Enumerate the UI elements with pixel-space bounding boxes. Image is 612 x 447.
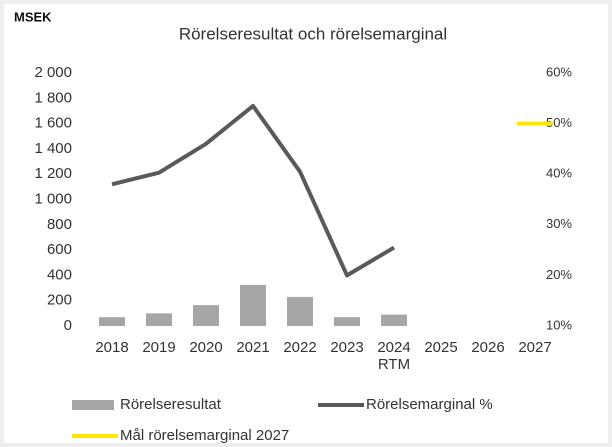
y-tick-label: 200: [47, 292, 72, 309]
chart-title: Rörelseresultat och rörelsemarginal: [179, 24, 447, 43]
y2-tick-label: 40%: [546, 166, 572, 181]
legend-label: Rörelseresultat: [120, 396, 222, 413]
x-tick-label: 2018: [95, 339, 129, 356]
y-tick-label: 0: [64, 317, 72, 334]
x-tick-label: 2023: [330, 339, 364, 356]
bar: [334, 317, 360, 326]
x-tick-label: 2026: [471, 339, 505, 356]
bar: [240, 284, 266, 326]
y-tick-label: 2 000: [34, 64, 72, 81]
bar: [99, 317, 125, 326]
x-tick-label: 2025: [424, 339, 458, 356]
x-tick-label: 2022: [283, 339, 317, 356]
y-axis-label: MSEK: [14, 9, 52, 24]
bar: [193, 305, 219, 326]
x-tick-label: 2027: [518, 339, 552, 356]
y2-tick-label: 30%: [546, 216, 572, 231]
x-tick-label: 2020: [189, 339, 223, 356]
x-tick-label: 2019: [142, 339, 176, 356]
y-tick-label: 1 400: [34, 140, 72, 157]
y-tick-label: 400: [47, 266, 72, 283]
y-tick-label: 1 200: [34, 165, 72, 182]
y-tick-label: 1 600: [34, 115, 72, 132]
line: [111, 103, 396, 278]
legend-label: Rörelsemarginal %: [366, 396, 493, 413]
bar: [146, 313, 172, 326]
bar: [381, 314, 407, 326]
chart-panel: [4, 4, 608, 443]
y2-tick-label: 10%: [546, 317, 572, 332]
legend-swatch: [72, 400, 114, 410]
y2-tick-label: 60%: [546, 64, 572, 79]
y-tick-label: 1 800: [34, 89, 72, 106]
y-tick-label: 800: [47, 216, 72, 233]
legend-label: Mål rörelsemarginal 2027: [120, 427, 289, 444]
y2-tick-label: 50%: [546, 115, 572, 130]
y2-tick-label: 20%: [546, 267, 572, 282]
y-tick-label: 1 000: [34, 190, 72, 207]
x-tick-label: 2021: [236, 339, 270, 356]
x-tick-label: 2024 RTM: [377, 339, 411, 373]
y-tick-label: 600: [47, 241, 72, 258]
bar: [287, 296, 313, 326]
